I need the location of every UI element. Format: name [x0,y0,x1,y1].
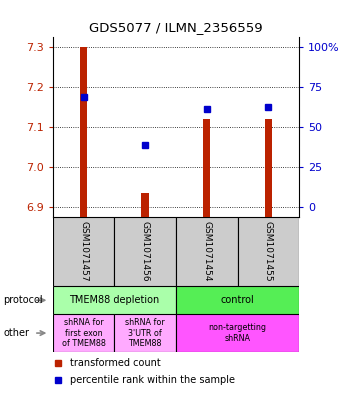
Bar [53,217,114,286]
Bar [141,193,149,217]
Text: other: other [3,328,29,338]
Bar [114,314,176,352]
Bar [265,119,272,217]
Text: GSM1071455: GSM1071455 [264,221,273,282]
Bar [114,217,176,286]
Bar [203,119,210,217]
Text: GSM1071454: GSM1071454 [202,222,211,282]
Bar [53,314,114,352]
Text: control: control [221,295,254,305]
Text: percentile rank within the sample: percentile rank within the sample [70,375,235,385]
Bar [238,217,299,286]
Bar [53,286,176,314]
Bar [176,314,299,352]
Bar [80,47,87,217]
Bar [176,286,299,314]
Text: non-targetting
shRNA: non-targetting shRNA [208,323,267,343]
Text: protocol: protocol [3,295,43,305]
Title: GDS5077 / ILMN_2356559: GDS5077 / ILMN_2356559 [89,21,263,34]
Text: shRNA for
first exon
of TMEM88: shRNA for first exon of TMEM88 [62,318,105,348]
Bar [176,217,238,286]
Text: shRNA for
3'UTR of
TMEM88: shRNA for 3'UTR of TMEM88 [125,318,165,348]
Text: GSM1071457: GSM1071457 [79,221,88,282]
Text: transformed count: transformed count [70,358,161,367]
Text: TMEM88 depletion: TMEM88 depletion [69,295,159,305]
Text: GSM1071456: GSM1071456 [141,221,150,282]
